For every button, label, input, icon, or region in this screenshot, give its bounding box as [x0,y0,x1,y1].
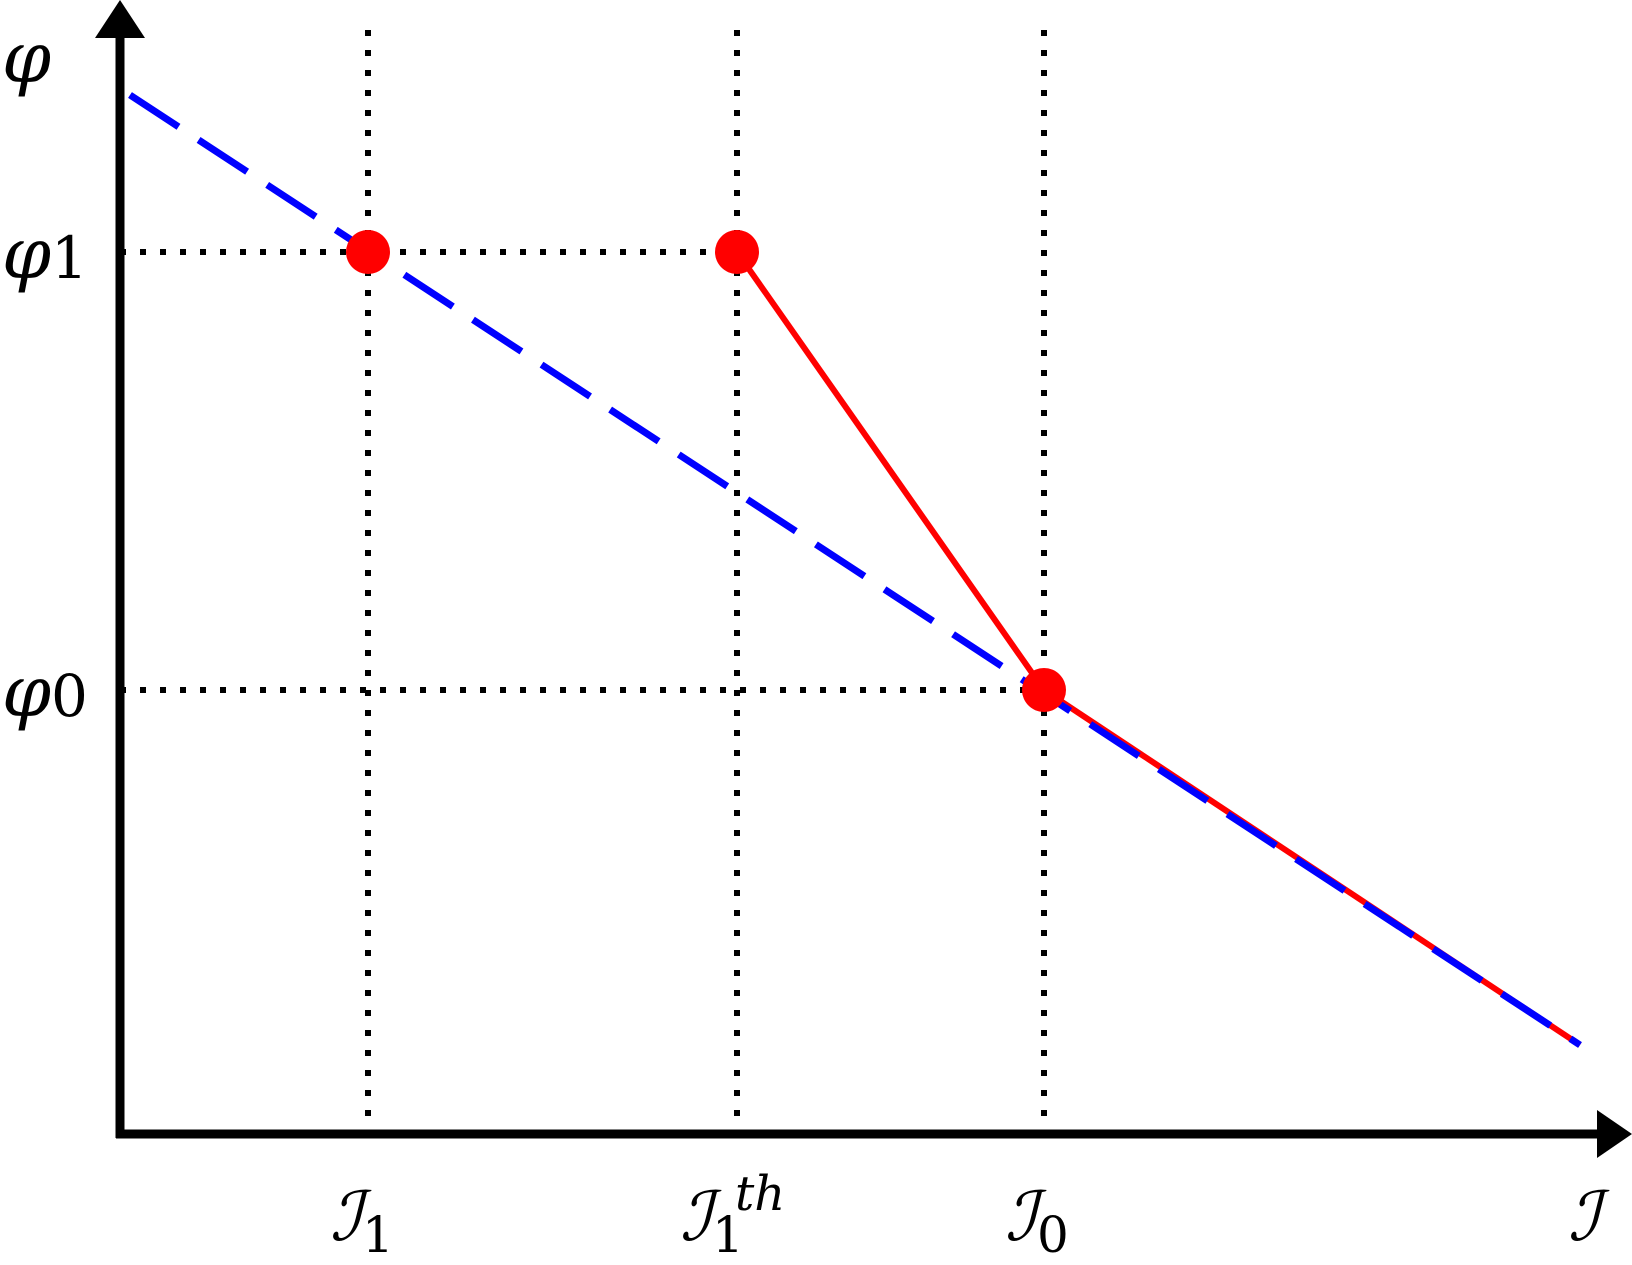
y-tick-phi0: φ0 [2,651,88,733]
x-tick-I0: ℐ0 [1005,1178,1069,1264]
point-I1-phi1 [346,230,390,274]
x-tick-I1th: ℐ1 th [680,1166,785,1265]
y-axis-label: φ [2,17,51,99]
x-axis-label: ℐ [1568,1178,1610,1257]
x-tick-I1: ℐ1 [330,1178,394,1264]
y-axis-arrowhead [95,0,145,38]
x-axis-arrowhead [1597,1110,1632,1158]
point-I1th-phi1 [715,230,759,274]
y-tick-phi1: φ1 [2,213,88,295]
point-I0-phi0 [1022,668,1066,712]
red-segment-steep [734,250,1047,692]
